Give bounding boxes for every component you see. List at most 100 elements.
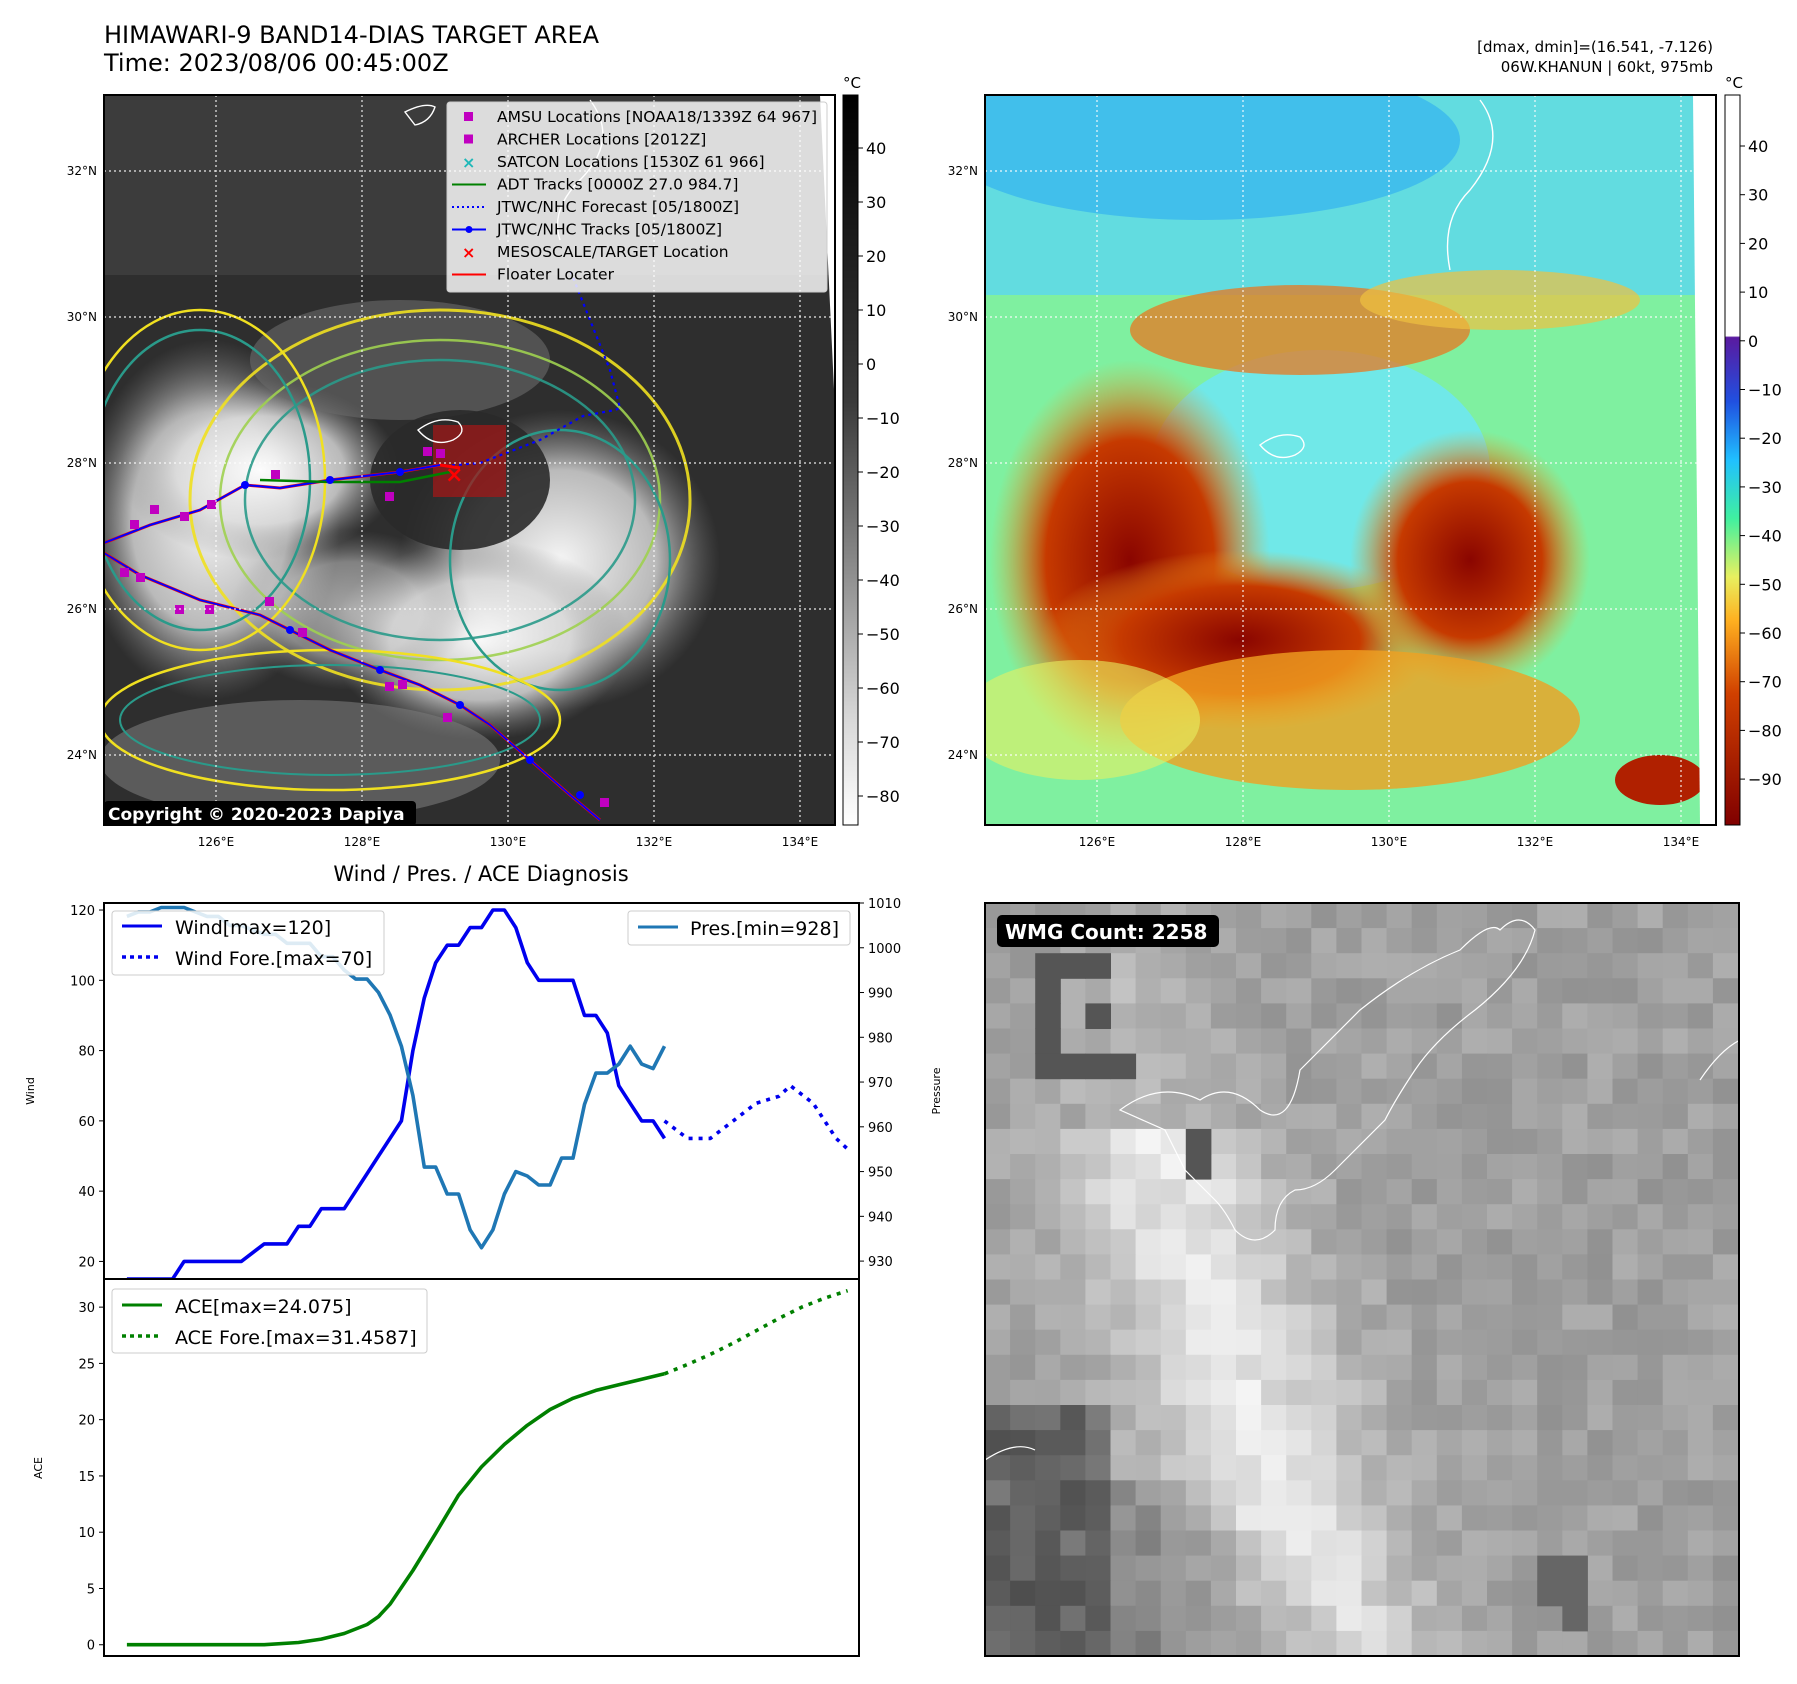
legend-label: ARCHER Locations [2012Z] <box>497 131 706 149</box>
colorbar-tick-label: −70 <box>866 733 900 752</box>
diagnosis-title: Wind / Pres. / ACE Diagnosis <box>333 862 628 886</box>
ir-colorbar: °C 40 30 20 10 0 −10 −20 −30 −40 −50 −60 −70 −80 <box>842 74 900 826</box>
y-tick-label: 120 <box>70 904 95 919</box>
colorbar-tick-label: −10 <box>866 409 900 428</box>
pressure-legend: Pres.[min=928] <box>627 910 851 946</box>
wmg-count-text: WMG Count: 2258 <box>1005 920 1207 944</box>
legend-item: × SATCON Locations [1530Z 61 966] <box>462 153 765 172</box>
y-tick-label: 5 <box>87 1582 95 1597</box>
legend-item: ADT Tracks [0000Z 27.0 984.7] <box>452 176 738 194</box>
legend-label: JTWC/NHC Tracks [05/1800Z] <box>496 221 722 239</box>
ace-legend-label: ACE[max=24.075] <box>175 1296 352 1318</box>
y-right-tick-label: 950 <box>868 1166 893 1181</box>
colorbar-tick-label: 0 <box>866 355 876 374</box>
copyright-badge: Copyright © 2020-2023 Dapiya <box>104 801 416 826</box>
lon-tick-label: 130°E <box>490 835 527 849</box>
ir-satellite-panel: × AMSU Locations <box>103 74 900 826</box>
y-right-tick-label: 970 <box>868 1076 893 1091</box>
y-tick-label: 15 <box>78 1470 95 1485</box>
ir-legend: AMSU Locations [NOAA18/1339Z 64 967] ARCH… <box>446 101 828 293</box>
legend-label: ADT Tracks [0000Z 27.0 984.7] <box>497 176 738 194</box>
y-tick-label: 80 <box>78 1045 95 1060</box>
y-tick-label: 60 <box>78 1115 95 1130</box>
lat-tick-label: 28°N <box>948 456 978 470</box>
jtwc-track-points <box>241 468 584 799</box>
colorbar-tick-label: 10 <box>866 301 886 320</box>
enhanced-colorbar-unit: °C <box>1725 74 1743 92</box>
series-line <box>663 1288 849 1376</box>
lat-tick-label: 30°N <box>948 310 978 324</box>
colorbar-tick-label: 30 <box>866 193 886 212</box>
y-right-tick-label: 1010 <box>868 897 901 912</box>
jtwc-forecast-track <box>444 269 622 468</box>
legend-label: JTWC/NHC Forecast [05/1800Z] <box>496 198 739 216</box>
y-tick-label: 30 <box>78 1301 95 1316</box>
colorbar-tick-label: −60 <box>1748 624 1782 643</box>
wmg-panel: WMG Count: 2258 <box>984 902 1740 1657</box>
pressure-legend-label: Pres.[min=928] <box>690 918 839 940</box>
legend-label: Floater Locater <box>497 266 615 284</box>
legend-label: SATCON Locations [1530Z 61 966] <box>497 153 765 171</box>
y-tick-label: 40 <box>78 1185 95 1200</box>
legend-item: × MESOSCALE/TARGET Location <box>462 243 729 262</box>
lat-tick-label: 24°N <box>948 748 978 762</box>
colorbar-tick-label: −70 <box>1748 673 1782 692</box>
jtwc-track-north <box>104 464 441 544</box>
y-right-tick-label: 990 <box>868 987 893 1002</box>
ace-forecast-legend-label: ACE Fore.[max=31.4587] <box>175 1327 417 1349</box>
colorbar-tick-label: −50 <box>1748 575 1782 594</box>
colorbar-tick-label: −60 <box>866 679 900 698</box>
colorbar-tick-label: 0 <box>1748 332 1758 351</box>
wind-legend: Wind[max=120] Wind Fore.[max=70] <box>111 910 385 976</box>
time-label: Time: 2023/08/06 00:45:00Z <box>104 49 449 77</box>
lat-tick-label: 32°N <box>67 164 97 178</box>
legend-item: AMSU Locations [NOAA18/1339Z 64 967] <box>464 108 817 126</box>
y-right-tick-label: 980 <box>868 1031 893 1046</box>
y-tick-label: 25 <box>78 1357 95 1372</box>
colorbar-tick-label: −20 <box>1748 429 1782 448</box>
enhanced-ir-panel: °C 40 30 20 10 0 −10 −20 −30 −40 −50 −60 −70 −80 −90 <box>984 74 1782 826</box>
y-tick-label: 0 <box>87 1639 95 1654</box>
colorbar-tick-label: −40 <box>866 571 900 590</box>
colorbar-tick-label: 40 <box>1748 137 1768 156</box>
legend-square-icon <box>464 134 473 144</box>
ace-axis-label: ACE <box>32 1457 45 1479</box>
ir-colorbar-unit: °C <box>843 74 861 92</box>
colorbar-tick-label: 30 <box>1748 186 1768 205</box>
diagnosis-panel: Wind / Pres. / ACE Diagnosis Wind Pressu… <box>24 862 943 1657</box>
y-right-tick-label: 940 <box>868 1210 893 1225</box>
wmg-coastline <box>985 919 1739 1461</box>
series-line <box>663 1083 849 1151</box>
map-tick-labels: 32°N 32°N 30°N 30°N 28°N 28°N 26°N 26°N 24°N 24°N… <box>67 164 1700 849</box>
lon-tick-label: 126°E <box>198 835 235 849</box>
copyright-text: Copyright © 2020-2023 Dapiya <box>108 805 405 825</box>
colorbar-tick-label: −30 <box>866 517 900 536</box>
lon-tick-label: 132°E <box>636 835 673 849</box>
colorbar-tick-label: −50 <box>866 625 900 644</box>
lat-tick-label: 26°N <box>67 602 97 616</box>
lon-tick-label: 126°E <box>1079 835 1116 849</box>
lat-tick-label: 24°N <box>67 748 97 762</box>
lon-tick-label: 128°E <box>344 835 381 849</box>
colorbar-tick-label: −80 <box>866 787 900 806</box>
wind-axis-label: Wind <box>24 1077 37 1105</box>
y-right-tick-label: 960 <box>868 1121 893 1136</box>
lon-tick-label: 132°E <box>1517 835 1554 849</box>
legend-dot-icon <box>465 226 473 233</box>
target-location-marker: × <box>445 463 463 488</box>
y-tick-label: 20 <box>78 1255 95 1270</box>
legend-square-icon <box>464 112 473 121</box>
legend-label: MESOSCALE/TARGET Location <box>497 243 729 261</box>
colorbar-tick-label: −80 <box>1748 721 1782 740</box>
wind-forecast-legend-label: Wind Fore.[max=70] <box>175 948 372 970</box>
enhanced-imagery <box>985 95 1716 825</box>
y-right-tick-label: 1000 <box>868 942 901 957</box>
series-line <box>126 908 667 1281</box>
wmg-imagery <box>985 903 1739 1656</box>
colorbar-tick-label: −90 <box>1748 770 1782 789</box>
wmg-count-badge: WMG Count: 2258 <box>997 915 1219 947</box>
colorbar-tick-label: −40 <box>1748 527 1782 546</box>
legend-item: JTWC/NHC Tracks [05/1800Z] <box>452 221 722 239</box>
dmax-dmin-label: [dmax, dmin]=(16.541, -7.126) <box>1477 38 1713 56</box>
